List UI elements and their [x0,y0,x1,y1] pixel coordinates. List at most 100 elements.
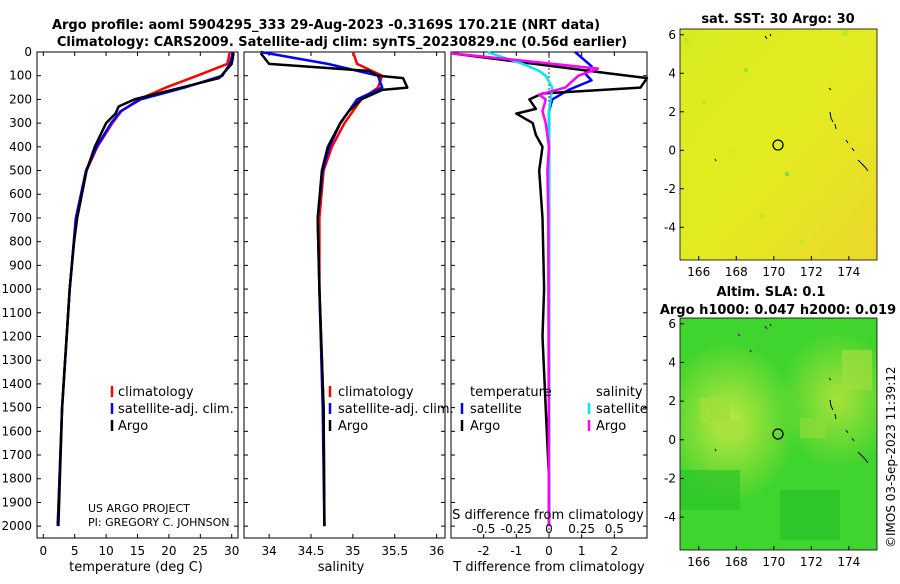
latitude-tick-label: 0 [668,143,676,157]
sla-map-title: Altim. SLA: 0.1 [717,285,826,300]
series-salinity-satellite-line [486,50,554,527]
depth-tick-label: 900 [9,258,32,272]
temperature-axes-frame [36,51,239,539]
depth-tick-label: 700 [9,211,32,225]
sst-map-title: sat. SST: 30 Argo: 30 [701,12,854,27]
depth-tick-label: 300 [9,116,32,130]
difference-legend: temperature salinity satellite Argo sate… [460,385,648,434]
depth-tick-label: 200 [9,92,32,106]
sst-speckle [760,214,764,218]
sla-coastline [714,323,869,464]
longitude-tick-label: 172 [800,555,823,569]
sst-speckle [732,150,735,153]
depth-tick-label: 1200 [1,329,32,343]
sst-heatmap-field [680,29,877,260]
salinity-legend: climatology satellite-adj. clim. Argo [328,385,454,434]
s-tick-label: 0 [545,522,553,536]
latitude-tick-label: 4 [668,355,676,369]
latitude-tick-label: 6 [668,28,676,42]
difference-panel: -2 -1 0 1 2 -0.5 -0.25 0 0.25 0.5 S difference f… [450,50,649,575]
sst-map-panel: sat. SST: 30 Argo: 30 166 168 170 172 174 -4… [664,12,878,279]
sla-longitude-axis: 166 168 170 172 174 [687,546,860,569]
legend-label-climatology: climatology [118,385,194,400]
sst-longitude-axis: 166 168 170 172 174 [687,256,860,279]
depth-tick-label: 1100 [1,306,32,320]
legend-label-temp-satellite: satellite [470,402,522,417]
depth-tick-label: 400 [9,140,32,154]
depth-tick-label: 500 [9,164,32,178]
latitude-tick-label: -4 [664,220,676,234]
project-credit: US ARGO PROJECT [88,502,190,515]
x-tick-label: 30 [224,544,239,558]
series-argo-line [57,52,235,527]
s-tick-label: 0.25 [568,522,595,536]
legend-header-temperature: temperature [470,385,552,400]
sla-patch [780,490,840,540]
depth-tick-label: 0 [24,45,32,59]
series-satellite-adj-clim-line [260,50,384,527]
series-climatology-line [56,51,232,527]
sla-map-frame [679,317,878,551]
sla-patch [842,350,872,390]
difference-x-axis: -2 -1 0 1 2 [478,52,618,558]
legend-label-sal-argo: Argo [596,419,626,434]
depth-tick-label: 1700 [1,448,32,462]
sla-patch [680,470,740,510]
temperature-difference-label: T difference from climatology [452,560,645,575]
x-tick-label: 1 [578,544,586,558]
longitude-tick-label: 174 [837,265,860,279]
x-tick-label: 20 [161,544,176,558]
sla-map-panel: Altim. SLA: 0.1 Argo h1000: 0.047 h2000:… [660,285,896,569]
longitude-tick-label: 172 [800,265,823,279]
x-tick-label: 25 [193,544,208,558]
depth-tick-label: 600 [9,187,32,201]
series-temperature-argo-line [450,51,649,527]
longitude-tick-label: 170 [762,265,785,279]
s-tick-label: -0.5 [472,522,495,536]
depth-tick-label: 1400 [1,377,32,391]
sst-speckle [842,30,848,36]
temperature-x-label: temperature (deg C) [69,560,203,575]
depth-tick-label: 1500 [1,401,32,415]
difference-depth-ticks [451,51,647,527]
series-climatology-line [318,51,384,527]
legend-label-argo: Argo [338,419,368,434]
sst-speckle [744,68,748,72]
longitude-tick-label: 166 [687,555,710,569]
header-line-1: Argo profile: aoml 5904295_333 29-Aug-20… [52,18,600,33]
x-tick-label: -2 [478,544,490,558]
x-tick-label: -1 [510,544,522,558]
temperature-panel: 0100200300400500600700800900100011001200… [1,45,239,575]
salinity-difference-label: S difference from climatology [452,508,644,523]
sst-latitude-axis: -4 -2 0 2 4 6 [664,28,684,234]
sla-latitude-axis: -4 -2 0 2 4 6 [664,317,684,524]
temperature-x-axis: 0 5 10 15 20 25 30 [39,52,239,558]
sst-speckles [684,30,848,244]
x-tick-label: 35.5 [381,544,408,558]
sla-map-subtitle: Argo h1000: 0.047 h2000: 0.019 [660,303,896,318]
salinity-x-label: salinity [318,560,365,575]
s-tick-label: -0.25 [501,522,532,536]
x-tick-label: 36 [429,544,444,558]
series-satellite-adj-clim-line [56,51,235,527]
x-tick-label: 2 [611,544,619,558]
series-argo-line [259,52,409,527]
legend-label-sal-satellite: satellite [596,402,648,417]
depth-tick-label: 800 [9,235,32,249]
sla-patch [800,418,826,438]
temperature-legend: climatology satellite-adj. clim. Argo [110,385,234,434]
x-tick-label: 5 [71,544,79,558]
x-tick-label: 34 [261,544,276,558]
series-temperature-satellite-line [547,51,593,527]
latitude-tick-label: -2 [664,471,676,485]
longitude-tick-label: 168 [725,265,748,279]
salinity-depth-ticks [244,51,445,527]
latitude-tick-label: -4 [664,510,676,524]
x-tick-label: 34.5 [298,544,325,558]
latitude-tick-label: 0 [668,433,676,447]
x-tick-label: 35 [345,544,360,558]
x-tick-label: 10 [98,544,113,558]
pi-credit: PI: GREGORY C. JOHNSON [88,516,229,529]
legend-label-satellite: satellite-adj. clim. [338,402,454,417]
depth-tick-label: 1000 [1,282,32,296]
